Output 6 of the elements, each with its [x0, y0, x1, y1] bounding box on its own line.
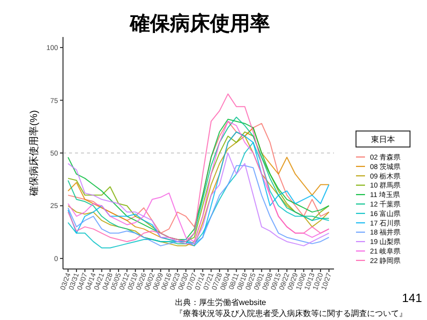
chart-title: 確保病床使用率	[129, 12, 270, 35]
text: 141	[402, 291, 422, 305]
legend-title: 東日本	[371, 135, 395, 144]
source-note: 出典：厚生労働省website	[175, 298, 267, 307]
text: 『療養状況等及び入院患者受入病床数等に関する調査について』	[175, 309, 407, 318]
y-axis-title: 確保病床使用率(%)	[28, 110, 40, 197]
